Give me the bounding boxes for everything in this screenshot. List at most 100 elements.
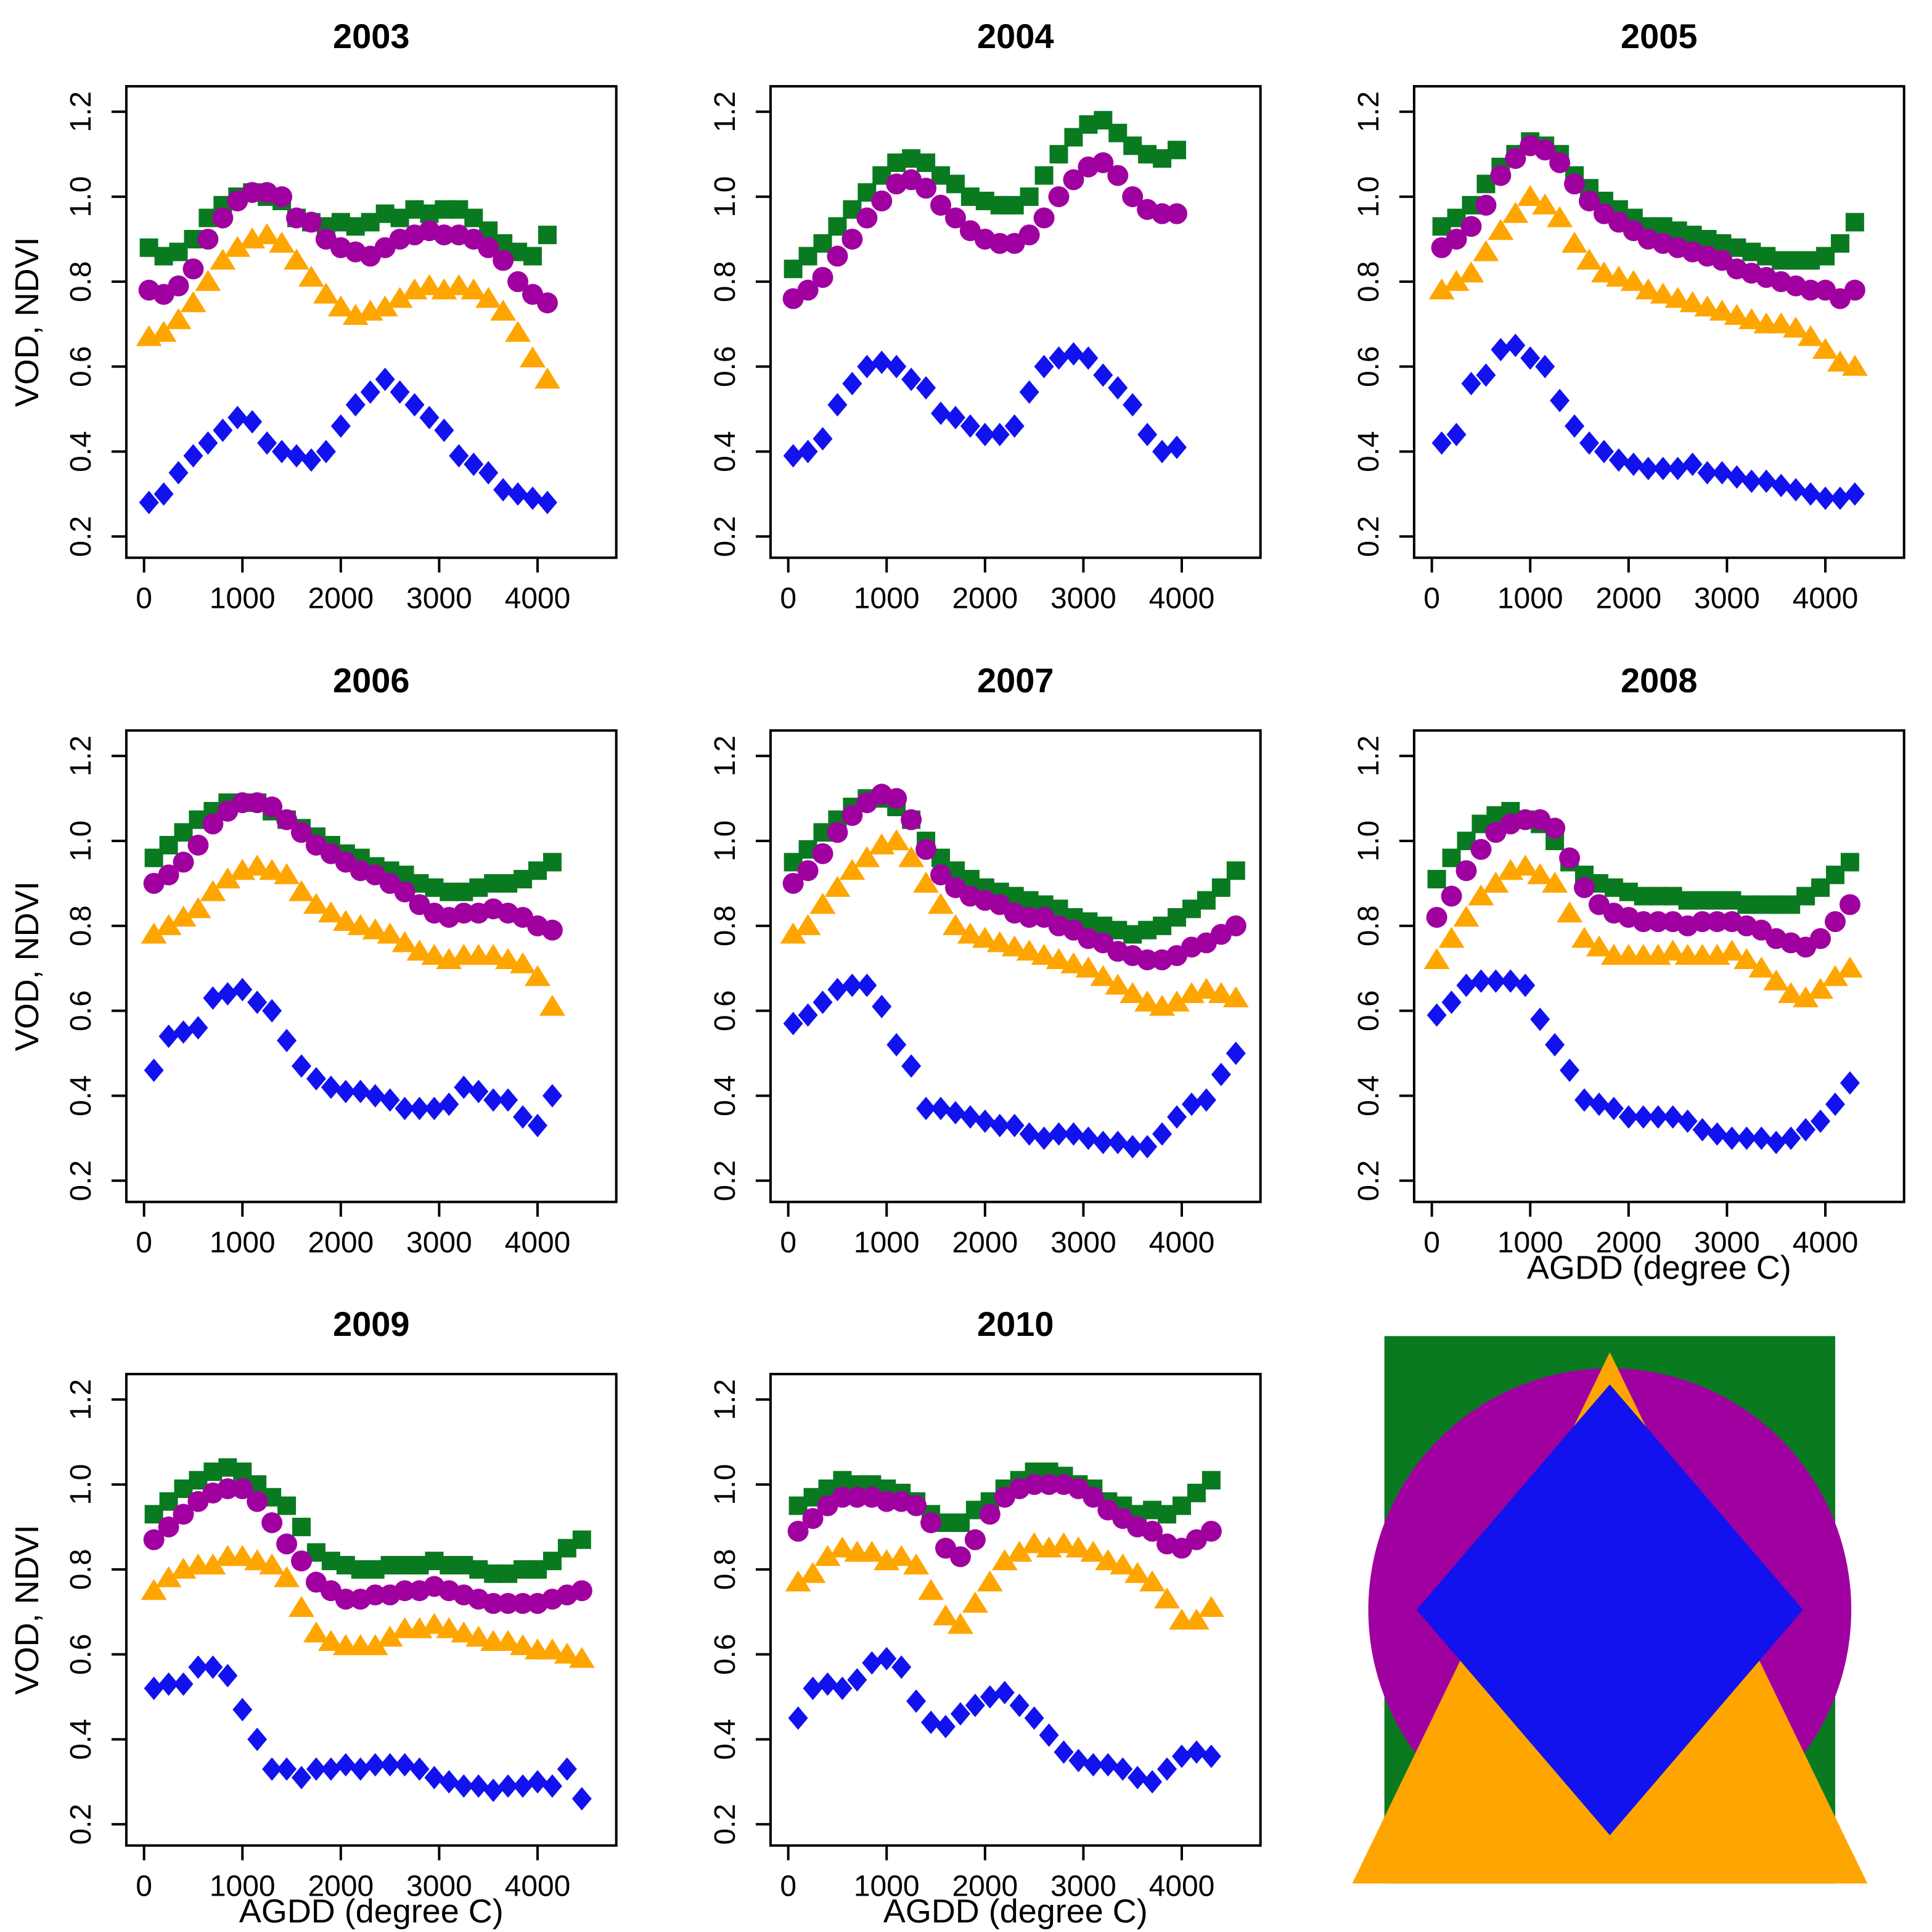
- chart-2010: 2010 0 1000 2000 3000 4000 0.2 0.4 0.6 0.8 1.0 1.2 A…: [709, 1304, 1262, 1930]
- series-vod-10-7-ghz: [782, 783, 1246, 970]
- panel-2009: 2009 0 1000 2000 3000 4000 0.2 0.4 0.6 0.8 1.0 1.2 V…: [0, 1288, 644, 1932]
- data-point: [262, 1758, 282, 1782]
- series-vod-6-9-ghz: [141, 854, 565, 1016]
- data-point: [1183, 1608, 1210, 1630]
- data-point: [183, 444, 203, 468]
- data-point: [1208, 981, 1234, 1003]
- panel-title: 2003: [333, 17, 410, 55]
- data-point: [534, 367, 560, 389]
- data-point: [380, 1088, 400, 1112]
- data-point: [185, 896, 211, 918]
- data-point: [173, 851, 194, 873]
- data-point: [1831, 234, 1850, 253]
- data-point: [513, 1774, 533, 1798]
- y-tick-label: 0.6: [65, 1634, 97, 1676]
- x-axis-label: AGDD (degree C): [1527, 1249, 1791, 1286]
- x-tick-label: 4000: [1148, 583, 1214, 615]
- data-point: [1121, 186, 1143, 208]
- data-point: [1733, 948, 1760, 969]
- data-point: [1663, 1105, 1683, 1129]
- data-point: [1512, 854, 1539, 876]
- data-point: [795, 914, 821, 935]
- data-point: [155, 914, 182, 935]
- data-point: [257, 431, 277, 455]
- data-point: [976, 1570, 1003, 1592]
- data-point: [797, 859, 819, 881]
- data-point: [421, 1613, 448, 1634]
- data-point: [200, 880, 226, 901]
- y-tick-label: 0.6: [709, 346, 742, 387]
- chart-2006: 2006 0 1000 2000 3000 4000 0.2 0.4 0.6 0.8 1.0 1.2 V…: [9, 661, 618, 1259]
- series-vod-10-7-ghz: [143, 792, 563, 941]
- data-point: [158, 864, 179, 885]
- data-point: [1092, 152, 1113, 173]
- plot-box: [125, 1373, 618, 1848]
- data-point: [885, 787, 907, 809]
- data-point: [224, 235, 251, 257]
- panel-title: 2009: [333, 1304, 410, 1343]
- data-point: [269, 231, 295, 253]
- data-point: [886, 1033, 906, 1057]
- y-tick-label: 0.2: [65, 516, 97, 557]
- data-point: [1152, 440, 1172, 464]
- data-point: [1065, 1536, 1092, 1558]
- data-point: [144, 1677, 164, 1701]
- data-point: [813, 427, 833, 451]
- data-point: [989, 232, 1010, 254]
- data-point: [520, 346, 546, 367]
- data-point: [1768, 312, 1795, 334]
- y-tick-label: 0.6: [1353, 990, 1385, 1031]
- data-point: [1063, 1122, 1084, 1146]
- x-tick-label: 4000: [1793, 1226, 1859, 1259]
- data-point: [1226, 861, 1245, 880]
- data-point: [541, 919, 563, 941]
- data-point: [210, 248, 236, 270]
- data-point: [798, 440, 818, 464]
- chart-2005: 2005 0 1000 2000 3000 4000 0.2 0.4 0.6 0.8 1.0 1.2: [1353, 17, 1905, 615]
- x-tick-label: 3000: [406, 1870, 472, 1903]
- data-point: [202, 813, 224, 835]
- data-point: [1727, 465, 1747, 489]
- data-point: [478, 460, 499, 485]
- data-point: [1139, 1570, 1165, 1592]
- x-tick-label: 4000: [505, 1226, 571, 1259]
- data-point: [829, 1536, 856, 1558]
- data-point: [1483, 871, 1509, 893]
- data-point: [327, 295, 354, 317]
- data-point: [1152, 1122, 1172, 1146]
- data-point: [451, 1621, 477, 1643]
- data-point: [395, 1753, 415, 1777]
- y-axis-label: VOD, NDVI: [9, 237, 46, 407]
- data-point: [227, 406, 248, 430]
- data-point: [1456, 973, 1476, 997]
- data-point: [572, 1530, 591, 1549]
- y-tick-label: 0.8: [709, 905, 742, 946]
- data-point: [1574, 877, 1595, 898]
- data-point: [1822, 965, 1849, 986]
- data-point: [1049, 1122, 1069, 1146]
- data-point: [1660, 939, 1686, 960]
- data-point: [901, 1054, 921, 1078]
- data-point: [905, 1495, 927, 1517]
- data-point: [170, 905, 197, 927]
- data-point: [906, 1689, 926, 1713]
- data-point: [1840, 894, 1861, 915]
- series-vod-10-7-ghz: [1431, 135, 1866, 309]
- data-point: [568, 1647, 595, 1668]
- y-tick-label: 1.2: [709, 735, 742, 777]
- data-point: [1800, 279, 1822, 301]
- data-point: [1476, 363, 1496, 387]
- data-point: [1124, 1562, 1150, 1584]
- data-point: [1186, 1740, 1206, 1764]
- data-point: [935, 1715, 956, 1739]
- data-point: [229, 1545, 256, 1566]
- data-point: [856, 973, 877, 997]
- data-point: [1024, 1706, 1044, 1730]
- y-tick-label: 0.4: [65, 431, 97, 472]
- y-tick-label: 1.0: [709, 1464, 742, 1505]
- data-point: [218, 981, 238, 1005]
- data-point: [362, 1634, 388, 1656]
- data-point: [1166, 435, 1187, 459]
- chart-2009: 2009 0 1000 2000 3000 4000 0.2 0.4 0.6 0.8 1.0 1.2 V…: [9, 1304, 618, 1930]
- data-point: [1107, 376, 1128, 400]
